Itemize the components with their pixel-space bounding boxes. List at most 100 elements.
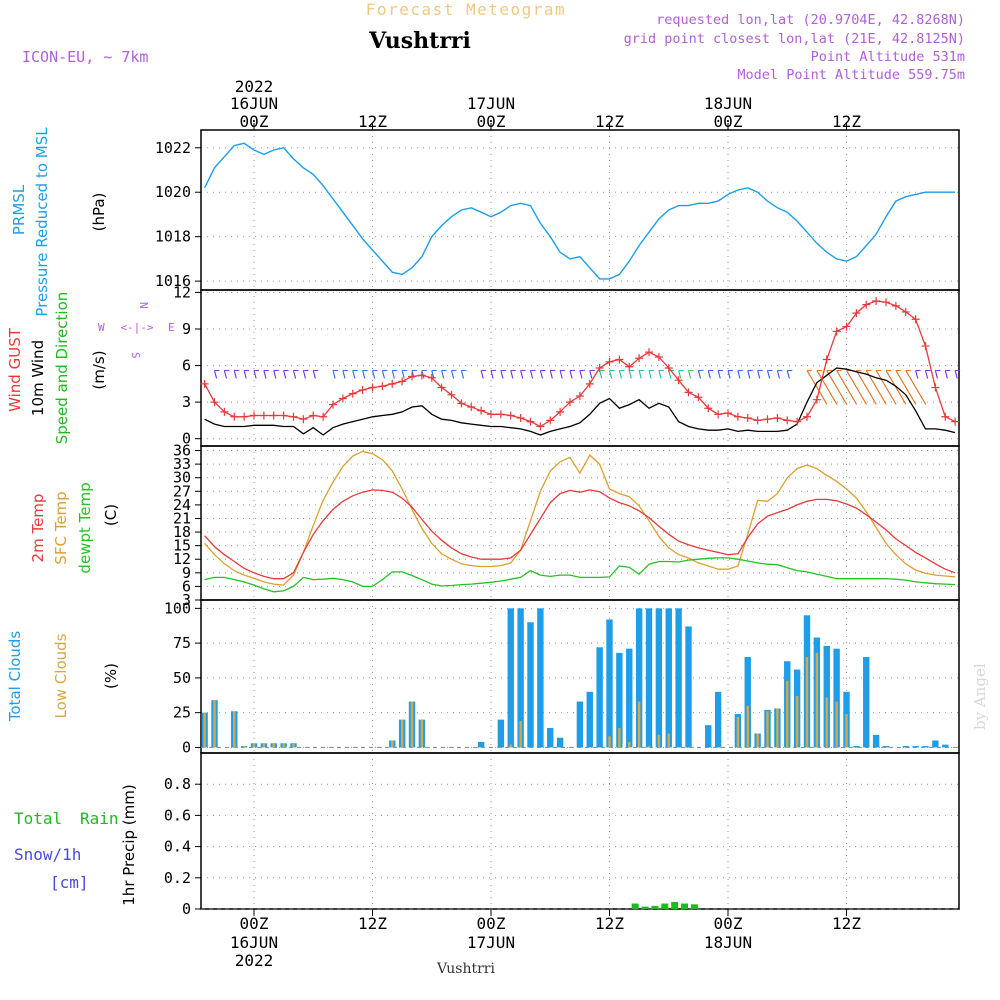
gust-marker (743, 413, 752, 422)
gust-marker (733, 412, 742, 421)
total-clouds-bar (645, 608, 653, 748)
y-tick-label: 75 (173, 634, 191, 652)
gust-marker (704, 404, 713, 413)
wind-barb (391, 370, 395, 379)
low-clouds-bar (815, 652, 819, 748)
total-clouds-bar (902, 746, 909, 748)
gust-marker (625, 362, 634, 371)
model-altitude: Model Point Altitude 559.75m (737, 67, 965, 83)
gust-marker (546, 416, 555, 425)
low-clouds-bar (647, 746, 651, 748)
wind-barb (500, 370, 504, 379)
watermark: by Angel (971, 663, 989, 730)
wind-barb (806, 370, 828, 405)
gust-marker (408, 372, 416, 381)
wind-barb (944, 370, 948, 379)
wind-barb (273, 370, 277, 379)
wind-barb (263, 370, 267, 379)
requested-coords: requested lon,lat (20.9704E, 42.8268N) (656, 12, 965, 28)
top-axis-hour: 00Z (477, 112, 506, 131)
low-clouds-bar (272, 743, 275, 748)
compass-w: W (98, 321, 105, 334)
panel-wind: 0 3 6 9 12 Wind GUST 10m Wind Speed and Directi… (6, 283, 961, 448)
bottom-axis-hour: 00Z (240, 914, 269, 933)
gust-marker (882, 298, 890, 307)
wind-barb (253, 370, 257, 379)
gust-marker (417, 371, 426, 380)
top-axis-date: 17JUN (467, 94, 515, 113)
bottom-axis-hour: 12Z (358, 914, 387, 933)
total-clouds-bar (932, 740, 939, 748)
compass-arrows: <-|-> (120, 321, 153, 334)
wind-barb (687, 370, 692, 379)
gust-marker (378, 382, 387, 391)
total-clouds-bar (922, 746, 929, 748)
footer-location: Vushtrri (436, 961, 495, 977)
total-clouds-bar (477, 741, 485, 748)
y-tick-label: 1022 (155, 139, 191, 157)
low-clouds-bar (756, 733, 759, 748)
total-clouds-bar (586, 691, 593, 748)
low-clouds-bar (845, 714, 848, 748)
wind-barb (520, 370, 524, 379)
grid-point-coords: grid point closest lon,lat (21E, 42.8125… (624, 31, 965, 47)
total-clouds-bar (556, 737, 564, 748)
bottom-axis-year: 2022 (235, 951, 274, 970)
wind-barb (885, 370, 907, 405)
y-tick-label: 27 (173, 482, 191, 500)
gust-marker (210, 398, 219, 407)
precip-ylabel: 1hr Precip (mm) (120, 784, 138, 905)
total-clouds-bar (497, 719, 505, 748)
wind-barb (895, 370, 917, 405)
gust-marker (931, 383, 940, 392)
gust-marker (348, 389, 357, 398)
gust-marker (250, 411, 258, 420)
low-clouds-bar (519, 721, 522, 748)
wind-ylabel: (m/s) (90, 350, 108, 389)
wind-title-wind: 10m Wind (29, 340, 47, 416)
low-clouds-bar (262, 743, 266, 748)
gust-marker (872, 296, 881, 305)
low-clouds-bar (835, 701, 838, 748)
total-clouds-bar (685, 626, 692, 748)
gust-marker (368, 383, 377, 392)
gust-marker (516, 413, 525, 422)
gust-marker (615, 355, 624, 364)
gust-marker (279, 411, 288, 420)
wind-barb (223, 370, 228, 379)
total-clouds-bar (823, 645, 830, 748)
top-axis-hour: 00Z (240, 112, 269, 131)
gust-marker (803, 412, 811, 421)
wind-barb (628, 370, 632, 379)
temp-title-2m: 2m Temp (29, 494, 47, 563)
pressure-line (203, 142, 956, 280)
wind-barb (776, 370, 781, 379)
low-clouds-bar (213, 700, 216, 748)
panels: 1016 1018 1020 1022 PRMSL Pressure Reduced to… (6, 127, 961, 918)
y-tick-label: 9 (182, 320, 191, 338)
panel-frame (200, 129, 960, 291)
y-tick-label: 0 (182, 900, 191, 918)
total-clouds-bar (616, 652, 623, 748)
total-clouds-bar (744, 657, 751, 748)
bottom-axis-date: 17JUN (467, 933, 515, 952)
low-clouds-bar (786, 680, 789, 748)
wind-barb (441, 370, 445, 379)
wind-barb (924, 370, 929, 379)
gust-marker (595, 364, 604, 372)
total-clouds-bar (833, 648, 840, 748)
temp-ylabel: (C) (102, 504, 120, 526)
gust-marker (951, 417, 960, 426)
low-clouds-bar (628, 741, 631, 748)
pressure-ylabel: (hPa) (90, 193, 108, 232)
wind-barb (816, 370, 838, 405)
low-clouds-bar (657, 734, 661, 748)
total-clouds-bar (942, 744, 949, 748)
low-clouds-bar (608, 736, 611, 748)
low-clouds-bar (509, 744, 512, 748)
total-clouds-bar (527, 622, 534, 748)
bottom-axis-hour: 12Z (595, 914, 624, 933)
bottom-axis-date: 18JUN (704, 933, 752, 952)
gust-marker (358, 385, 367, 394)
gust-marker (793, 417, 802, 426)
